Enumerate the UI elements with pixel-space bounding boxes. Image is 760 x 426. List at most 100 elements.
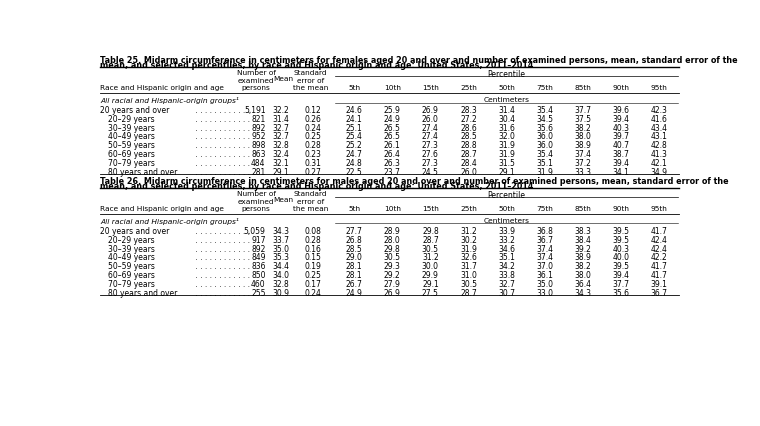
Text: 952: 952 — [251, 132, 265, 141]
Text: 37.4: 37.4 — [536, 253, 553, 262]
Text: 50–59 years: 50–59 years — [108, 262, 155, 271]
Text: 36.4: 36.4 — [574, 279, 591, 288]
Text: 20 years and over: 20 years and over — [100, 226, 169, 235]
Text: 26.3: 26.3 — [384, 158, 401, 168]
Text: 37.7: 37.7 — [613, 279, 629, 288]
Text: 35.4: 35.4 — [536, 106, 553, 115]
Text: 38.7: 38.7 — [613, 150, 629, 159]
Text: 27.3: 27.3 — [422, 158, 439, 168]
Text: 38.0: 38.0 — [575, 132, 591, 141]
Text: Table 26. Midarm circumference in centimeters for males aged 20 and over and num: Table 26. Midarm circumference in centim… — [100, 176, 729, 185]
Text: 26.4: 26.4 — [384, 150, 401, 159]
Text: 38.2: 38.2 — [575, 124, 591, 132]
Text: 41.3: 41.3 — [651, 150, 667, 159]
Text: 0.08: 0.08 — [305, 226, 321, 235]
Text: Centimeters: Centimeters — [483, 218, 530, 224]
Text: 32.6: 32.6 — [460, 253, 477, 262]
Text: 24.8: 24.8 — [346, 158, 363, 168]
Text: 31.5: 31.5 — [498, 158, 515, 168]
Text: 35.6: 35.6 — [613, 288, 629, 297]
Text: Percentile: Percentile — [487, 191, 525, 200]
Text: 42.4: 42.4 — [651, 235, 667, 244]
Text: . . . . . . . . . . . .: . . . . . . . . . . . . — [193, 244, 250, 253]
Text: 34.9: 34.9 — [651, 167, 667, 176]
Text: 95th: 95th — [651, 205, 667, 212]
Text: 85th: 85th — [575, 85, 591, 91]
Text: 41.7: 41.7 — [651, 262, 667, 271]
Text: 25th: 25th — [460, 205, 477, 212]
Text: 24.7: 24.7 — [346, 150, 363, 159]
Text: 0.28: 0.28 — [305, 141, 321, 150]
Text: 40–49 years: 40–49 years — [108, 253, 155, 262]
Text: . . . . . . . . . . . .: . . . . . . . . . . . . — [193, 115, 250, 124]
Text: 36.0: 36.0 — [536, 132, 553, 141]
Text: 850: 850 — [251, 271, 265, 279]
Text: 38.2: 38.2 — [575, 262, 591, 271]
Text: 37.5: 37.5 — [574, 115, 591, 124]
Text: 31.7: 31.7 — [460, 262, 477, 271]
Text: mean, and selected percentiles, by race and Hispanic origin and age: United Stat: mean, and selected percentiles, by race … — [100, 182, 534, 191]
Text: 0.28: 0.28 — [305, 235, 321, 244]
Text: 0.23: 0.23 — [305, 150, 321, 159]
Text: 34.4: 34.4 — [273, 262, 290, 271]
Text: 20 years and over: 20 years and over — [100, 106, 169, 115]
Text: All racial and Hispanic-origin groups¹: All racial and Hispanic-origin groups¹ — [100, 97, 239, 104]
Text: 28.3: 28.3 — [460, 106, 477, 115]
Text: 39.5: 39.5 — [613, 235, 629, 244]
Text: 34.6: 34.6 — [498, 244, 515, 253]
Text: 5,191: 5,191 — [244, 106, 265, 115]
Text: 26.7: 26.7 — [346, 279, 363, 288]
Text: 34.0: 34.0 — [273, 271, 290, 279]
Text: 40.0: 40.0 — [613, 253, 629, 262]
Text: 29.8: 29.8 — [422, 226, 439, 235]
Text: 37.4: 37.4 — [536, 244, 553, 253]
Text: 36.0: 36.0 — [536, 141, 553, 150]
Text: 32.8: 32.8 — [273, 279, 290, 288]
Text: 20–29 years: 20–29 years — [108, 115, 155, 124]
Text: 32.1: 32.1 — [273, 158, 290, 168]
Text: 37.2: 37.2 — [575, 158, 591, 168]
Text: . . . . . . . . . . . .: . . . . . . . . . . . . — [193, 124, 250, 132]
Text: 31.0: 31.0 — [460, 271, 477, 279]
Text: 43.4: 43.4 — [651, 124, 667, 132]
Text: 29.3: 29.3 — [384, 262, 401, 271]
Text: . . . . . . . . . . . .: . . . . . . . . . . . . — [193, 141, 250, 150]
Text: Mean: Mean — [274, 196, 293, 202]
Text: 27.9: 27.9 — [384, 279, 401, 288]
Text: 30.5: 30.5 — [422, 244, 439, 253]
Text: 40–49 years: 40–49 years — [108, 132, 155, 141]
Text: 29.2: 29.2 — [384, 271, 401, 279]
Text: 27.4: 27.4 — [422, 132, 439, 141]
Text: 36.1: 36.1 — [536, 271, 553, 279]
Text: 863: 863 — [251, 150, 265, 159]
Text: 35.3: 35.3 — [273, 253, 290, 262]
Text: 0.17: 0.17 — [305, 279, 321, 288]
Text: 281: 281 — [252, 167, 265, 176]
Text: 255: 255 — [251, 288, 265, 297]
Text: 42.8: 42.8 — [651, 141, 667, 150]
Text: . . . . . . . . . . . .: . . . . . . . . . . . . — [193, 279, 250, 288]
Text: . . . . . . . . . . . .: . . . . . . . . . . . . — [193, 253, 250, 262]
Text: 39.4: 39.4 — [613, 158, 629, 168]
Text: 10th: 10th — [384, 205, 401, 212]
Text: 39.4: 39.4 — [613, 271, 629, 279]
Text: 23.7: 23.7 — [384, 167, 401, 176]
Text: . . . . . . . . . . . .: . . . . . . . . . . . . — [193, 106, 250, 115]
Text: 29.9: 29.9 — [422, 271, 439, 279]
Text: . . . . . . . . . . . .: . . . . . . . . . . . . — [193, 150, 250, 159]
Text: 30.9: 30.9 — [273, 288, 290, 297]
Text: . . . . . . . . . . . .: . . . . . . . . . . . . — [193, 226, 250, 235]
Text: 85th: 85th — [575, 205, 591, 212]
Text: 95th: 95th — [651, 85, 667, 91]
Text: 917: 917 — [251, 235, 265, 244]
Text: 0.27: 0.27 — [305, 167, 321, 176]
Text: mean, and selected percentiles, by race and Hispanic origin and age: United Stat: mean, and selected percentiles, by race … — [100, 61, 534, 70]
Text: 27.2: 27.2 — [460, 115, 477, 124]
Text: 36.7: 36.7 — [536, 235, 553, 244]
Text: 30.2: 30.2 — [460, 235, 477, 244]
Text: 31.4: 31.4 — [498, 106, 515, 115]
Text: 28.7: 28.7 — [422, 235, 439, 244]
Text: 28.5: 28.5 — [346, 244, 363, 253]
Text: Mean: Mean — [274, 76, 293, 82]
Text: 0.12: 0.12 — [305, 106, 321, 115]
